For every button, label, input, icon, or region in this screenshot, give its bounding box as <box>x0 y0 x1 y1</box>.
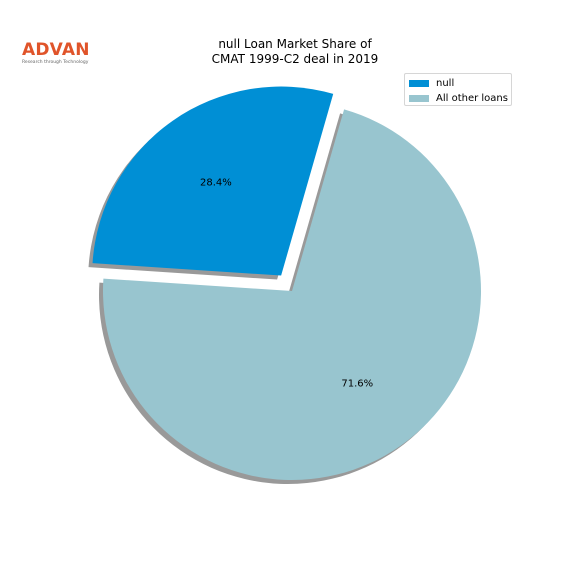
advan-logo: ADVAN Research through Technology <box>22 41 90 66</box>
chart-title-line-2: CMAT 1999-C2 deal in 2019 <box>211 52 379 66</box>
chart-title-line-1: null Loan Market Share of <box>218 37 372 51</box>
pie-slice-1 <box>103 109 482 481</box>
legend-item-null: null <box>409 76 454 90</box>
legend-item-all-other-loans: All other loans <box>409 91 508 105</box>
legend-label-all-other-loans: All other loans <box>436 92 508 104</box>
pie-slice-label-0: 28.4% <box>200 177 232 188</box>
legend-swatch-null <box>409 79 429 87</box>
legend-label-null: null <box>436 77 455 89</box>
logo-tagline: Research through Technology <box>22 60 89 65</box>
chart-legend: null All other loans <box>404 73 512 106</box>
logo-text: ADVAN <box>22 40 90 60</box>
pie-slice-0 <box>92 86 334 276</box>
pie-slice-label-1: 71.6% <box>341 378 373 389</box>
legend-swatch-all-other-loans <box>409 94 429 102</box>
